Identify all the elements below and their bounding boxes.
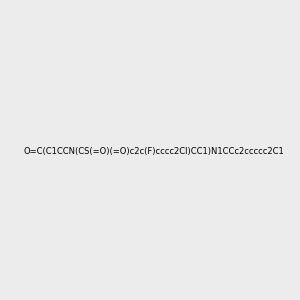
Text: O=C(C1CCN(CS(=O)(=O)c2c(F)cccc2Cl)CC1)N1CCc2ccccc2C1: O=C(C1CCN(CS(=O)(=O)c2c(F)cccc2Cl)CC1)N1… (23, 147, 284, 156)
